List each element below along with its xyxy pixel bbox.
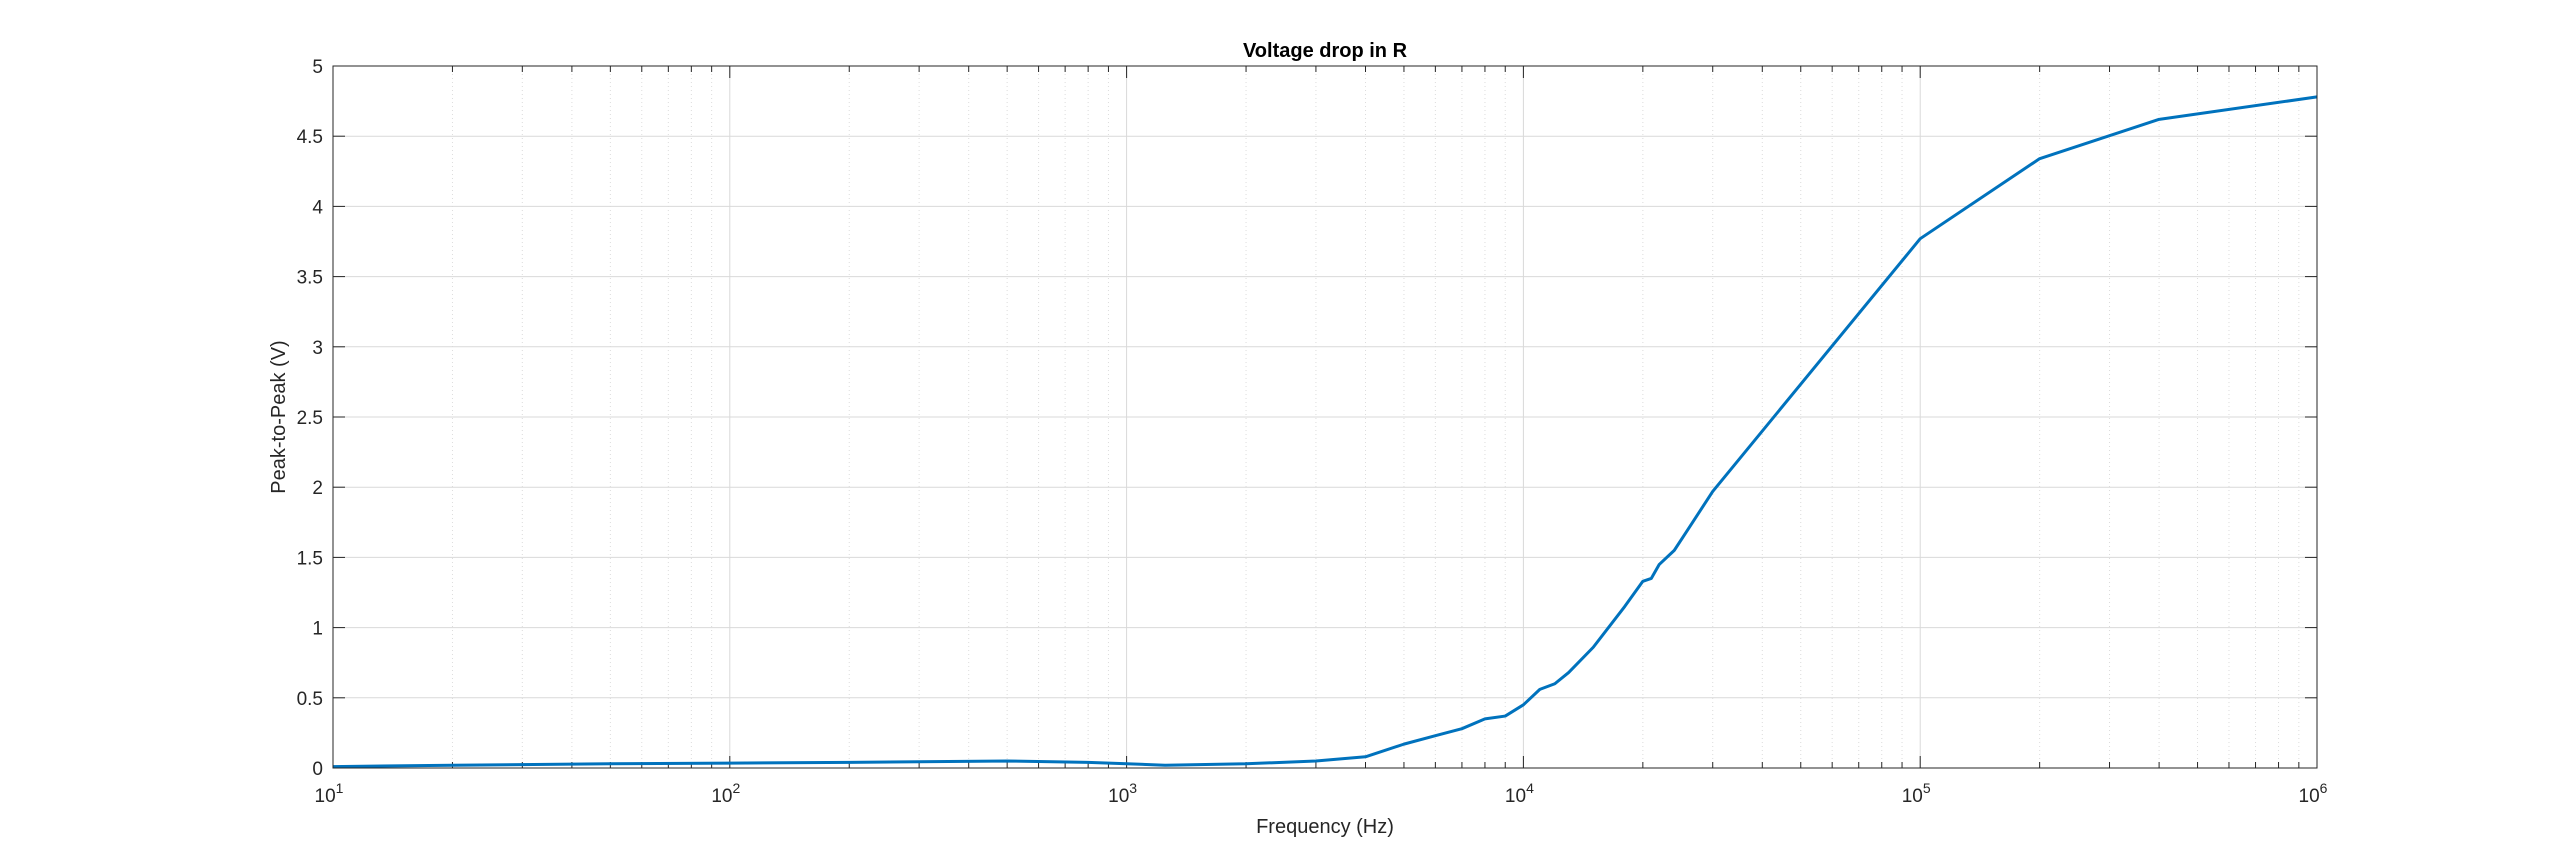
y-axis-label: Peak-to-Peak (V) — [268, 340, 290, 493]
x-tick-base: 10 — [1902, 786, 1923, 807]
x-tick-label: 104 — [1505, 780, 1534, 807]
y-tick-label: 2.5 — [297, 408, 323, 429]
y-tick-label: 3 — [312, 338, 323, 359]
x-tick-exponent: 2 — [732, 780, 740, 796]
x-tick-labels: 101 102 103 104 105 106 — [315, 780, 2328, 807]
x-tick-label: 105 — [1902, 780, 1931, 807]
x-tick-label: 102 — [711, 780, 740, 807]
x-tick-exponent: 5 — [1923, 780, 1931, 796]
plot-frame — [332, 65, 2318, 769]
y-tick-label: 3.5 — [297, 268, 323, 289]
chart-title: Voltage drop in R — [1243, 40, 1408, 62]
y-tick-label: 2 — [312, 478, 323, 499]
series-layer — [332, 95, 2318, 769]
x-tick-base: 10 — [711, 786, 732, 807]
x-tick-label: 101 — [315, 780, 344, 807]
y-tick-labels: 0 0.5 1 1.5 2 2.5 3 3.5 4 4.5 5 — [297, 57, 324, 780]
y-tick-label: 0.5 — [297, 689, 323, 710]
x-tick-base: 10 — [2299, 786, 2320, 807]
x-tick-exponent: 1 — [336, 780, 344, 796]
y-tick-label: 4 — [312, 197, 323, 218]
x-tick-base: 10 — [1505, 786, 1526, 807]
series-line — [332, 95, 2318, 769]
x-axis-label: Frequency (Hz) — [1256, 816, 1394, 838]
x-tick-exponent: 3 — [1129, 780, 1137, 796]
y-tick-label: 0 — [312, 759, 323, 780]
y-tick-label: 5 — [312, 57, 323, 78]
x-tick-exponent: 6 — [2320, 780, 2328, 796]
x-tick-label: 103 — [1108, 780, 1137, 807]
x-tick-base: 10 — [315, 786, 336, 807]
minor-grid — [451, 66, 2300, 768]
x-tick-base: 10 — [1108, 786, 1129, 807]
y-tick-label: 1 — [312, 619, 323, 640]
x-tick-exponent: 4 — [1526, 780, 1534, 796]
y-tick-label: 4.5 — [297, 127, 323, 148]
y-tick-label: 1.5 — [297, 548, 323, 569]
x-tick-label: 106 — [2299, 780, 2328, 807]
